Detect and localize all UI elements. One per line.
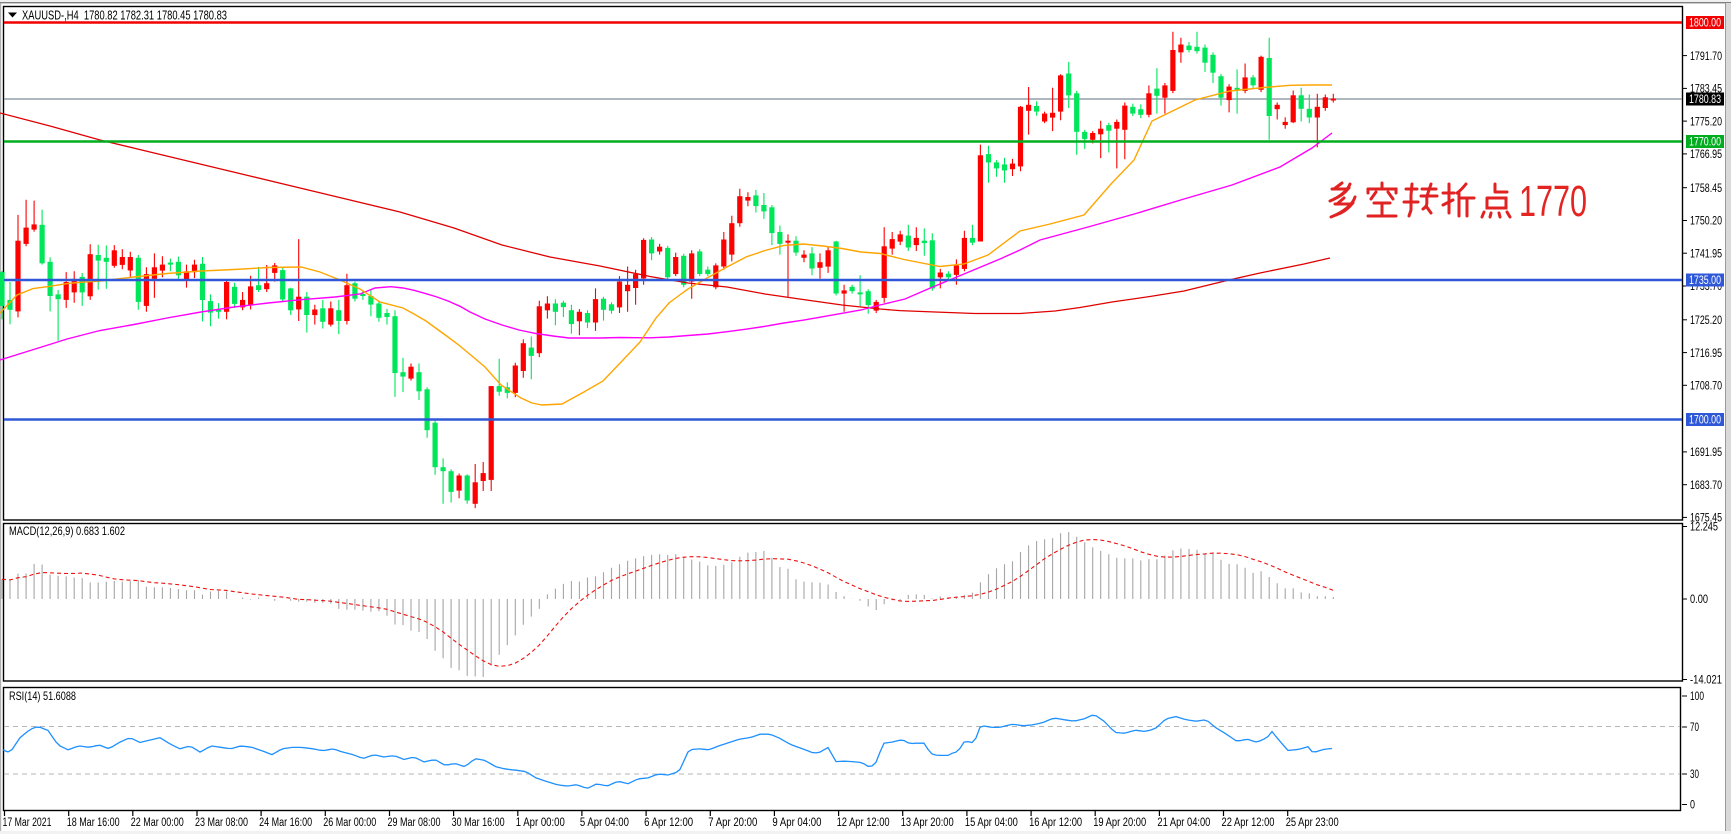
svg-text:1683.70: 1683.70	[1690, 480, 1722, 492]
svg-text:26 Mar 00:00: 26 Mar 00:00	[323, 817, 376, 829]
svg-text:24 Mar 16:00: 24 Mar 16:00	[259, 817, 312, 829]
svg-text:1741.95: 1741.95	[1690, 248, 1722, 260]
svg-text:1775.20: 1775.20	[1690, 116, 1722, 128]
svg-text:1675.45: 1675.45	[1690, 513, 1722, 525]
svg-text:1770: 1770	[1519, 177, 1587, 226]
svg-text:15 Apr 04:00: 15 Apr 04:00	[965, 817, 1018, 829]
svg-text:100: 100	[1690, 691, 1704, 703]
svg-text:1716.95: 1716.95	[1690, 348, 1722, 360]
svg-text:25 Apr 23:00: 25 Apr 23:00	[1286, 817, 1339, 829]
svg-text:1750.20: 1750.20	[1690, 216, 1722, 228]
svg-text:30: 30	[1690, 769, 1699, 781]
svg-text:1735.00: 1735.00	[1689, 275, 1721, 287]
svg-text:7 Apr 20:00: 7 Apr 20:00	[708, 817, 757, 829]
svg-text:21 Apr 04:00: 21 Apr 04:00	[1157, 817, 1210, 829]
svg-text:1780.83: 1780.83	[1689, 94, 1721, 106]
svg-text:19 Apr 20:00: 19 Apr 20:00	[1093, 817, 1146, 829]
svg-text:29 Mar 08:00: 29 Mar 08:00	[388, 817, 441, 829]
svg-text:22 Mar 00:00: 22 Mar 00:00	[131, 817, 184, 829]
svg-text:1 Apr 00:00: 1 Apr 00:00	[516, 817, 565, 829]
svg-text:1766.95: 1766.95	[1690, 149, 1722, 161]
svg-text:1791.70: 1791.70	[1690, 51, 1722, 63]
svg-text:1800.00: 1800.00	[1689, 18, 1721, 30]
svg-text:1700.00: 1700.00	[1689, 415, 1721, 427]
svg-text:22 Apr 12:00: 22 Apr 12:00	[1222, 817, 1275, 829]
svg-text:0.00: 0.00	[1690, 594, 1708, 606]
svg-text:1708.70: 1708.70	[1690, 381, 1722, 393]
svg-text:18 Mar 16:00: 18 Mar 16:00	[67, 817, 120, 829]
svg-text:RSI(14) 51.6088: RSI(14) 51.6088	[9, 689, 76, 703]
svg-text:5 Apr 04:00: 5 Apr 04:00	[580, 817, 629, 829]
svg-text:16 Apr 12:00: 16 Apr 12:00	[1029, 817, 1082, 829]
svg-text:12.245: 12.245	[1690, 522, 1718, 534]
svg-text:13 Apr 20:00: 13 Apr 20:00	[901, 817, 954, 829]
svg-text:MACD(12,26,9) 0.683 1.602: MACD(12,26,9) 0.683 1.602	[9, 524, 125, 538]
svg-text:-14.021: -14.021	[1690, 675, 1722, 687]
svg-text:1691.95: 1691.95	[1690, 447, 1722, 459]
svg-text:23 Mar 08:00: 23 Mar 08:00	[195, 817, 248, 829]
svg-text:30 Mar 16:00: 30 Mar 16:00	[452, 817, 505, 829]
svg-text:6 Apr 12:00: 6 Apr 12:00	[644, 817, 693, 829]
svg-text:0: 0	[1690, 800, 1695, 812]
svg-text:17 Mar 2021: 17 Mar 2021	[3, 817, 52, 829]
svg-text:70: 70	[1690, 722, 1699, 734]
svg-text:1725.20: 1725.20	[1690, 315, 1722, 327]
svg-text:12 Apr 12:00: 12 Apr 12:00	[837, 817, 890, 829]
svg-text:1770.00: 1770.00	[1689, 137, 1721, 149]
svg-text:1758.45: 1758.45	[1690, 183, 1722, 195]
svg-text:XAUUSD-,H4 1780.82 1782.31 17: XAUUSD-,H4 1780.82 1782.31 1780.45 1780.…	[22, 9, 227, 23]
svg-text:9 Apr 04:00: 9 Apr 04:00	[772, 817, 821, 829]
